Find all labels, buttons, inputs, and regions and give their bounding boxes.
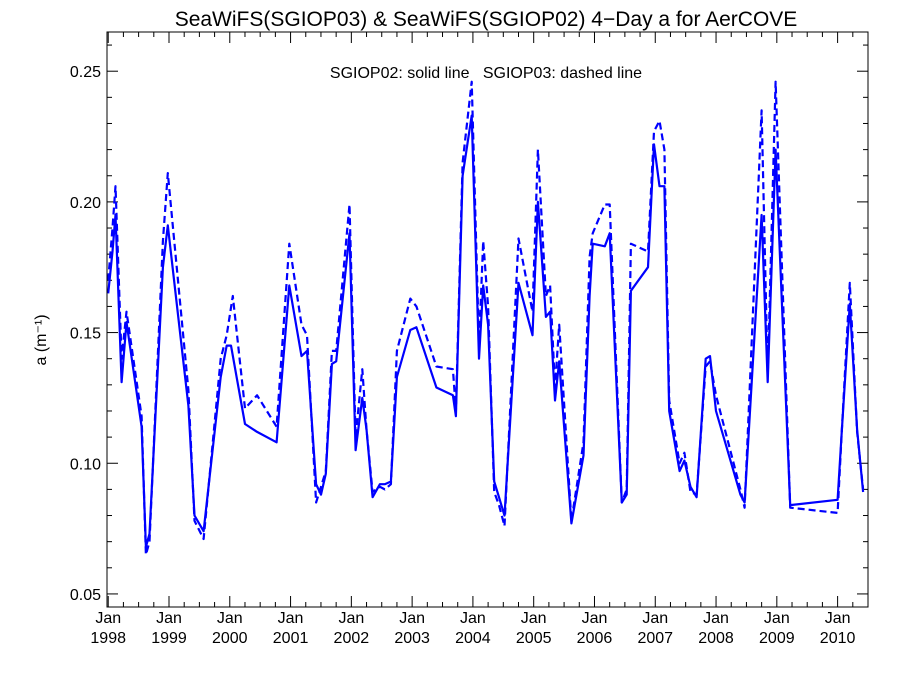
x-tick-year: 2000 — [212, 630, 248, 647]
x-tick-year: 2001 — [273, 630, 309, 647]
x-tick-month: Jan — [95, 610, 121, 627]
x-tick-year: 2005 — [516, 630, 552, 647]
x-tick-month: Jan — [156, 610, 182, 627]
axis-ticks: 0.05 0.10 0.15 0.20 0.25 Jan 1998 Jan 1999 Jan 200… — [70, 32, 869, 647]
x-tick-month: Jan — [764, 610, 790, 627]
series-line-sgiop02 — [107, 114, 865, 548]
x-tick-month: Jan — [521, 610, 547, 627]
x-tick-month: Jan — [460, 610, 486, 627]
y-tick-label: 0.05 — [70, 587, 101, 604]
data-series — [107, 80, 865, 556]
x-tick-month: Jan — [582, 610, 608, 627]
x-tick-month: Jan — [278, 610, 304, 627]
y-tick-label: 0.10 — [70, 456, 101, 473]
x-tick-year: 2004 — [455, 630, 491, 647]
x-tick-year: 2008 — [698, 630, 734, 647]
x-tick-year: 2009 — [759, 630, 795, 647]
x-tick-year: 1998 — [90, 630, 126, 647]
y-axis-label: a (m⁻¹) — [33, 314, 50, 365]
x-tick-year: 1999 — [151, 630, 187, 647]
x-tick-year: 2006 — [577, 630, 613, 647]
legend-annotation: SGIOP02: solid line SGIOP03: dashed line — [330, 65, 642, 82]
series-line-sgiop03 — [107, 80, 865, 556]
x-tick-month: Jan — [217, 610, 243, 627]
y-tick-label: 0.20 — [70, 195, 101, 212]
x-tick-month: Jan — [399, 610, 425, 627]
y-tick-label: 0.15 — [70, 326, 101, 343]
x-tick-year: 2010 — [820, 630, 856, 647]
y-tick-label: 0.25 — [70, 64, 101, 81]
x-tick-month: Jan — [703, 610, 729, 627]
x-tick-month: Jan — [642, 610, 668, 627]
plot-frame — [106, 31, 869, 608]
x-tick-month: Jan — [338, 610, 364, 627]
x-tick-year: 2002 — [334, 630, 370, 647]
x-tick-year: 2003 — [394, 630, 430, 647]
chart-title: SeaWiFS(SGIOP03) & SeaWiFS(SGIOP02) 4−Da… — [175, 8, 798, 31]
x-tick-year: 2007 — [637, 630, 673, 647]
x-tick-month: Jan — [825, 610, 851, 627]
